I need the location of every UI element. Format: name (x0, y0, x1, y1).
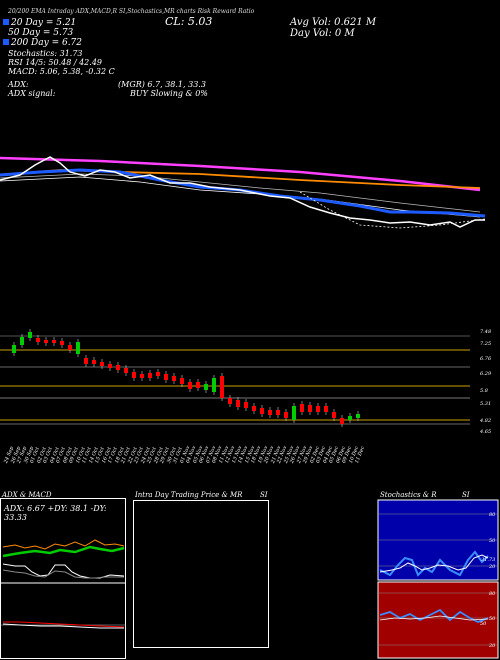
stochastics-panel (377, 499, 499, 581)
stoch-axis-label: 80 (489, 512, 496, 518)
candle (324, 406, 328, 412)
candle (44, 340, 48, 343)
rsi-line (379, 608, 489, 623)
candle (140, 374, 144, 378)
pink-ema-line (0, 156, 481, 192)
candle (84, 358, 88, 364)
candle (220, 376, 224, 398)
macd-readout: MACD: 5.06, 5.38, -0.32 C (8, 67, 115, 76)
rsi-axis-label: 20 (488, 643, 496, 649)
adx-panel-title: ADX & MACD (2, 491, 52, 499)
candle (212, 378, 216, 392)
stochastics-readout: Stochastics: 31.73 (8, 49, 83, 58)
price-tick-label: 7.25 (480, 341, 492, 347)
price-tick-label: 5.8 (480, 388, 488, 394)
stoch-panel-title: Stochastics & R (380, 491, 437, 499)
candle (76, 342, 80, 354)
dotted-line (299, 191, 486, 229)
rsi-readout: RSI 14/5: 50.48 / 42.49 (8, 58, 102, 67)
candle (60, 341, 64, 345)
white-ema-line (0, 176, 481, 218)
candle (196, 382, 200, 388)
adx-macd-panel: ADX: 6.67 +DY: 38.1 -DY: 33.33 (0, 498, 126, 659)
candle (356, 414, 360, 418)
candle (348, 416, 352, 420)
adx-value: ADX: 6.67 +DY: 38.1 -DY: 33.33 (4, 504, 107, 522)
ema50-line (0, 168, 486, 218)
rsi-axis-label: 50 (489, 616, 496, 622)
ema200-swatch (3, 39, 9, 45)
price-tick-label: 4.65 (480, 429, 492, 435)
candle (52, 340, 56, 343)
price-tick-label: 6.29 (480, 371, 492, 377)
price-tick-label: 7.48 (480, 329, 492, 335)
candle (300, 404, 304, 412)
ema20-legend: 20 Day = 5.21 (3, 18, 76, 28)
candle (316, 406, 320, 412)
candle (332, 412, 336, 418)
candle (148, 373, 152, 378)
day-volume: Day Vol: 0 M (290, 28, 355, 39)
candle (68, 345, 72, 350)
candle (20, 337, 24, 345)
intraday-si-label: SI (260, 491, 268, 499)
stoch-axis-label: 50 (489, 538, 496, 544)
ema50-legend: 50 Day = 5.73 (8, 28, 74, 38)
price-line (0, 156, 485, 228)
candle (244, 402, 248, 408)
adx-label: ADX: (8, 80, 29, 89)
buy-signal: BUY Slowing & 0% (130, 89, 208, 98)
candle (92, 360, 96, 364)
price-tick-label: 6.76 (480, 356, 492, 362)
stoch-si-label: SI (462, 491, 470, 499)
close-price: CL: 5.03 (165, 15, 213, 28)
candle (188, 382, 192, 389)
rsi-signal-line (379, 615, 489, 621)
rsi-value-label: 50 (480, 621, 487, 627)
candle (164, 374, 168, 380)
stoch-axis-label: 20 (488, 564, 496, 570)
tabs-line: 20/200 EMA Intraday ADX,MACD,R SI,Stocha… (8, 8, 255, 15)
candle (116, 365, 120, 370)
stoch-value-label: 31.73 (481, 557, 495, 563)
candle (28, 332, 32, 338)
price-chart (0, 156, 486, 427)
intraday-panel-title: Intra Day Trading Price & MR (135, 491, 243, 499)
rsi-panel (377, 581, 499, 659)
price-tick-label: 5.31 (480, 401, 492, 407)
intraday-panel (133, 500, 269, 648)
candle (284, 412, 288, 418)
candle (124, 368, 128, 373)
adx-signal-label: ADX signal: (8, 89, 56, 98)
candle (340, 418, 344, 424)
ema20-swatch (3, 19, 9, 25)
mrg-readout: (MGR) 6.7, 38.1, 33.3 (118, 80, 206, 89)
stoch-d-line (379, 554, 489, 573)
candle (100, 362, 104, 366)
avg-volume: Avg Vol: 0.621 M (290, 17, 377, 28)
candle (276, 410, 280, 415)
candle (252, 406, 256, 411)
candle (204, 384, 208, 390)
ema200-legend: 200 Day = 6.72 (3, 38, 82, 48)
candle (172, 376, 176, 381)
candle (36, 338, 40, 342)
candle (180, 378, 184, 384)
candle (268, 410, 272, 415)
candle (236, 400, 240, 407)
candle (292, 406, 296, 420)
price-tick-label: 4.82 (480, 418, 492, 424)
candle (308, 405, 312, 412)
rsi-axis-label: 80 (489, 591, 496, 597)
candle (12, 345, 16, 353)
candle (260, 408, 264, 414)
stoch-k-line (379, 550, 489, 577)
candle (156, 372, 160, 376)
candle (132, 372, 136, 378)
candle (228, 398, 232, 404)
candle (108, 364, 112, 368)
